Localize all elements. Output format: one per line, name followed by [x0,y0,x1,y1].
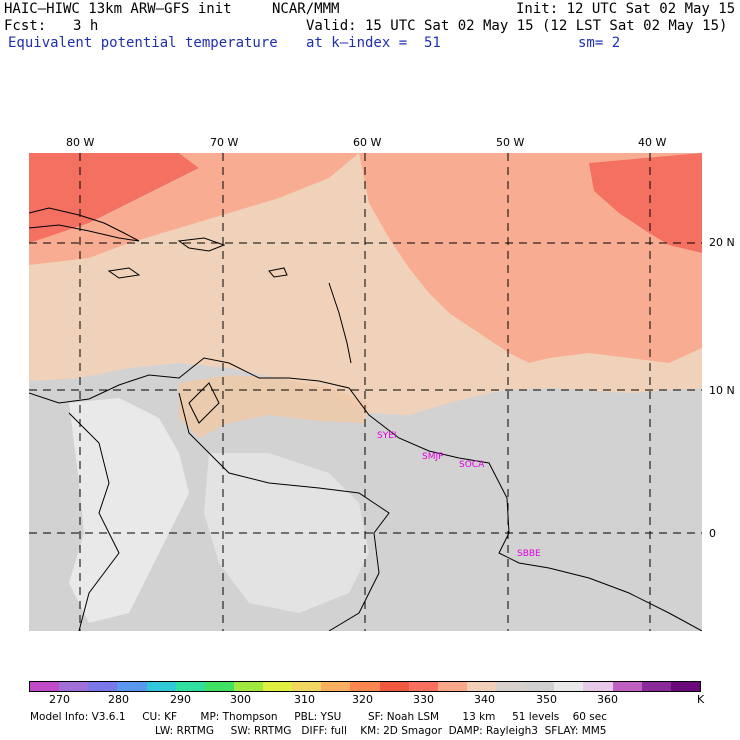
colorbar-tick-320: 320 [352,693,373,706]
colorbar-swatch-19 [583,682,613,691]
colorbar-swatch-8 [263,682,293,691]
colorbar-swatch-17 [525,682,555,691]
model-info-line1: Model Info: V3.6.1 CU: KF MP: Thompson P… [30,711,607,723]
colorbar-swatch-18 [554,682,584,691]
center-name: NCAR/MMM [272,1,340,17]
land-patch-peach [179,375,369,438]
colorbar-tick-330: 330 [413,693,434,706]
colorbar-tick-300: 300 [230,693,251,706]
lon-label-50w: 50 W [496,136,525,149]
colorbar-swatch-14 [437,682,467,691]
colorbar-swatch-1 [59,682,89,691]
colorbar-swatch-20 [612,682,642,691]
init-time: Init: 12 UTC Sat 02 May 15 [516,1,736,17]
theta-e-band-330k-ne [589,153,702,253]
colorbar-tick-280: 280 [108,693,129,706]
lat-label-10n: 10 N [709,384,735,397]
colorbar-swatch-0 [30,682,60,691]
colorbar-swatch-10 [321,682,351,691]
colorbar-tick-310: 310 [294,693,315,706]
colorbar-swatch-3 [117,682,147,691]
graticule [29,153,702,631]
colorbar-swatch-5 [175,682,205,691]
fcst-label: Fcst: [4,18,47,34]
lat-label-0: 0 [709,527,716,540]
colorbar-swatch-2 [88,682,118,691]
colorbar-tick-360: 360 [597,693,618,706]
valid-time: Valid: 15 UTC Sat 02 May 15 (12 LST Sat … [306,18,728,34]
colorbar-swatch-12 [379,682,409,691]
station-soca: SOCA [459,460,485,470]
model-title: HAIC–HIWC 13km ARW–GFS init [4,1,232,17]
colorbar-swatch-21 [641,682,671,691]
colorbar-unit: K [697,693,705,706]
station-syei: SYEI [377,431,397,441]
colorbar-tick-340: 340 [474,693,495,706]
colorbar-swatch-13 [408,682,438,691]
coastlines [29,207,702,631]
colorbar [29,681,701,692]
colorbar-swatch-6 [204,682,234,691]
station-smjp: SMJP [422,452,444,462]
colorbar-tick-290: 290 [170,693,191,706]
colorbar-swatch-7 [233,682,263,691]
colorbar-tick-270: 270 [49,693,70,706]
colorbar-swatch-22 [670,682,700,691]
lon-label-60w: 60 W [353,136,382,149]
colorbar-swatch-9 [292,682,322,691]
colorbar-swatch-15 [466,682,496,691]
colorbar-tick-350: 350 [536,693,557,706]
theta-e-band-330k-nw [29,153,199,243]
colorbar-swatch-11 [350,682,380,691]
field-name: Equivalent potential temperature [8,35,278,51]
land-patch-west [69,398,189,623]
lon-label-40w: 40 W [638,136,667,149]
theta-e-band-340k-nw [29,153,359,265]
model-info-line2: LW: RRTMG SW: RRTMG DIFF: full KM: 2D Sm… [155,725,607,737]
theta-e-map [29,153,702,631]
lat-label-20n: 20 N [709,236,735,249]
colorbar-swatch-16 [496,682,526,691]
level-info: at k–index = 51 [306,35,441,51]
fcst-value: 3 h [73,18,99,34]
lon-label-80w: 80 W [66,136,95,149]
station-sbbe: SBBE [517,549,541,559]
smoothing-info: sm= 2 [578,35,621,51]
colorbar-swatch-4 [146,682,176,691]
lon-label-70w: 70 W [210,136,239,149]
